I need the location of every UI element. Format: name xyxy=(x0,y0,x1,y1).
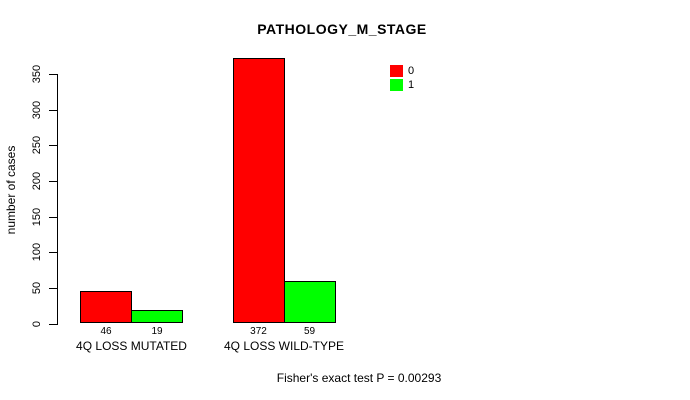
bar-1-1 xyxy=(283,281,336,324)
fisher-test-annotation: Fisher's exact test P = 0.00293 xyxy=(276,371,442,385)
category-label-1: 4Q LOSS WILD-TYPE xyxy=(223,339,345,353)
y-axis-tick-label: 300 xyxy=(31,100,43,119)
legend-swatch-green-icon xyxy=(390,78,403,91)
y-axis-tick-label: 150 xyxy=(31,207,43,226)
y-axis-label: number of cases xyxy=(4,145,18,235)
y-axis-tick-label: 350 xyxy=(31,64,43,84)
chart-title: PATHOLOGY_M_STAGE xyxy=(257,21,427,37)
y-axis-tick xyxy=(49,74,57,75)
y-axis-tick xyxy=(49,180,57,182)
bar-value-label: 372 xyxy=(250,326,267,337)
y-axis-tick-label: 200 xyxy=(31,171,43,191)
bar-0-1 xyxy=(232,58,285,324)
y-axis-tick-label: 50 xyxy=(31,281,43,294)
bar-value-label: 59 xyxy=(303,326,316,337)
y-axis-tick xyxy=(49,109,57,111)
legend: 0 1 xyxy=(390,64,414,92)
legend-item-1: 1 xyxy=(390,78,414,91)
y-axis-tick-label: 100 xyxy=(31,243,43,262)
y-axis-tick-label: 250 xyxy=(31,136,43,155)
legend-label-1: 1 xyxy=(408,78,415,91)
legend-item-0: 0 xyxy=(390,64,414,77)
y-axis-tick-label: 0 xyxy=(31,320,43,327)
legend-swatch-red-icon xyxy=(390,64,403,77)
bar-0-0 xyxy=(80,290,132,324)
y-axis-tick xyxy=(49,145,57,147)
y-axis-tick xyxy=(49,216,57,218)
y-axis-tick xyxy=(49,252,57,254)
y-axis-tick xyxy=(49,287,57,289)
y-axis-tick xyxy=(49,323,57,325)
legend-label-0: 0 xyxy=(408,64,415,77)
bar-value-label: 19 xyxy=(151,326,163,337)
bar-value-label: 46 xyxy=(100,326,112,337)
category-label-0: 4Q LOSS MUTATED xyxy=(76,339,187,353)
y-axis-line xyxy=(57,74,58,325)
bar-1-0 xyxy=(131,309,183,324)
